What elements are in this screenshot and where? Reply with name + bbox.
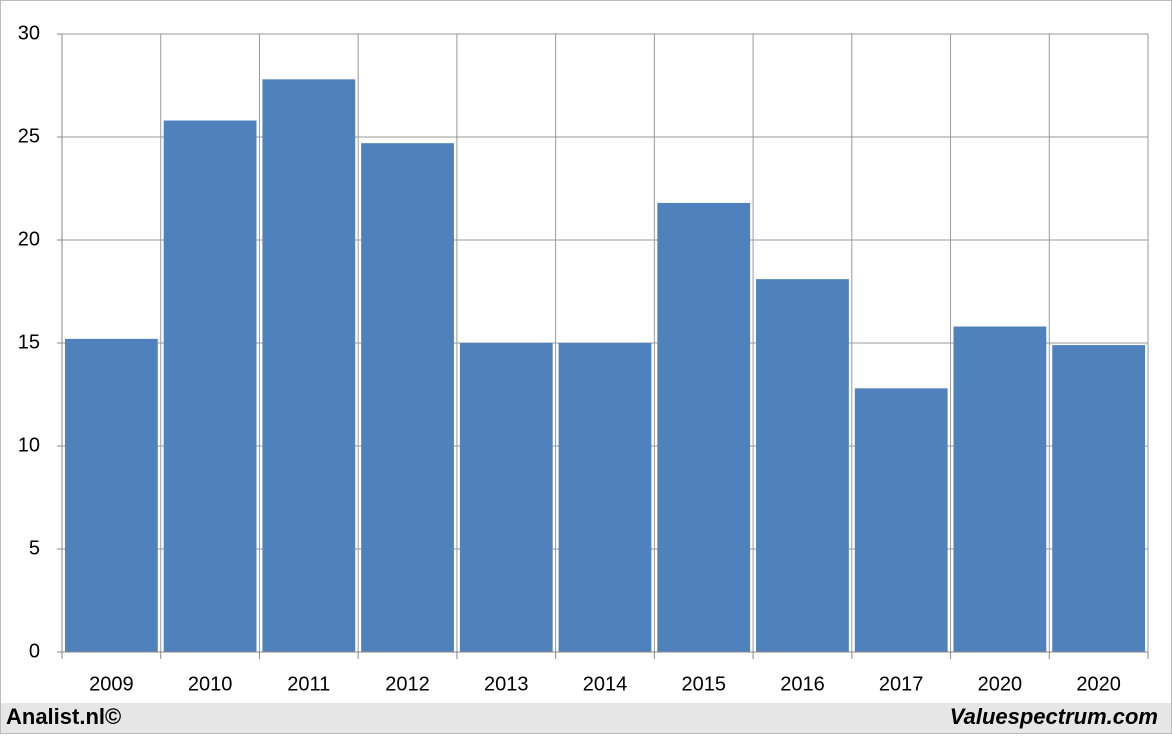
bar xyxy=(953,326,1047,652)
bar xyxy=(756,279,849,652)
x-tick-label: 2013 xyxy=(484,673,529,695)
y-tick-label: 5 xyxy=(29,537,40,559)
bar xyxy=(854,388,948,652)
x-tick-label: 2010 xyxy=(188,673,233,695)
footer-band xyxy=(1,703,1171,733)
y-tick-label: 15 xyxy=(18,331,40,353)
bar xyxy=(657,202,751,653)
bar xyxy=(558,343,652,652)
x-tick-label: 2015 xyxy=(681,673,726,695)
x-tick-label: 2011 xyxy=(287,673,330,695)
bar xyxy=(361,143,454,652)
footer-right: Valuespectrum.com xyxy=(950,704,1158,729)
x-tick-label: 2016 xyxy=(780,673,825,695)
bar xyxy=(1052,345,1146,652)
bar xyxy=(163,120,257,652)
x-tick-label: 2017 xyxy=(879,673,924,695)
y-tick-label: 25 xyxy=(18,125,40,147)
x-tick-label: 2014 xyxy=(583,673,628,695)
bar xyxy=(262,79,356,652)
x-tick-label: 2020 xyxy=(978,673,1023,695)
y-tick-label: 10 xyxy=(18,434,40,456)
x-tick-label: 2009 xyxy=(89,673,134,695)
y-tick-label: 30 xyxy=(18,22,40,44)
y-tick-label: 0 xyxy=(29,640,40,662)
footer-left: Analist.nl© xyxy=(6,704,121,729)
x-tick-label: 2020 xyxy=(1076,673,1121,695)
y-tick-label: 20 xyxy=(18,228,40,250)
x-tick-label: 2012 xyxy=(385,673,430,695)
bar xyxy=(459,343,553,652)
bar xyxy=(64,338,158,652)
